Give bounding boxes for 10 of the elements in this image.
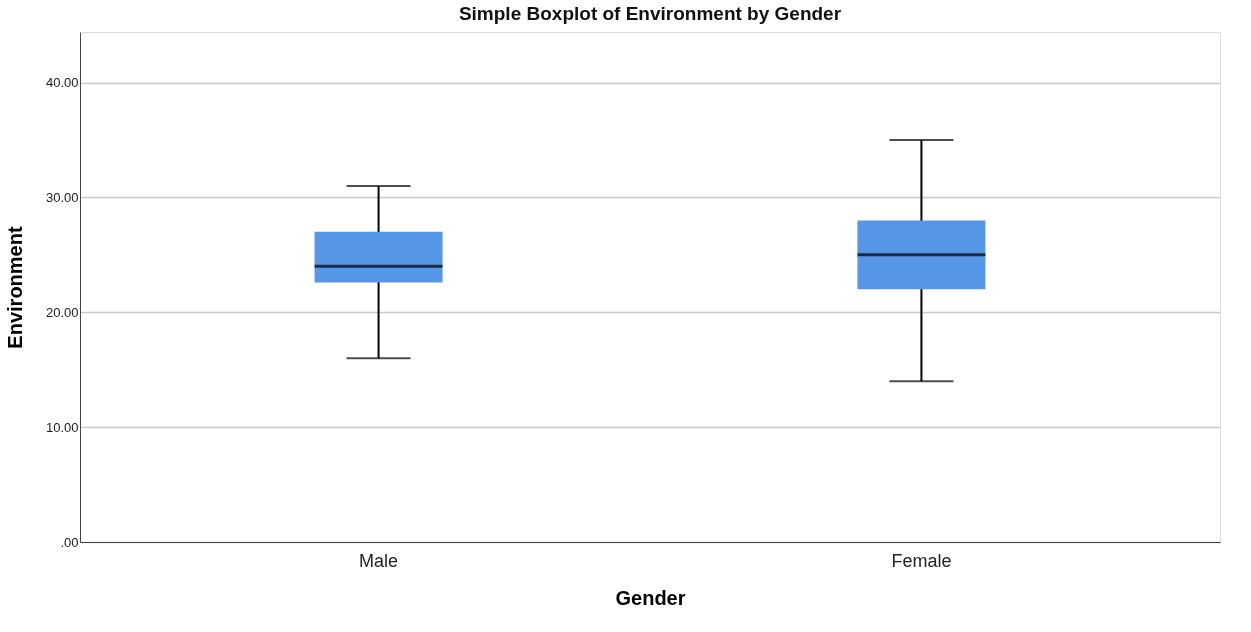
y-tick-label: .00 (60, 534, 79, 550)
y-tick-label: 10.00 (45, 419, 79, 435)
x-tick-label: Female (891, 550, 952, 571)
chart-title: Simple Boxplot of Environment by Gender (458, 3, 842, 24)
x-tick-label: Male (359, 550, 399, 571)
y-tick-label: 20.00 (45, 304, 79, 320)
x-axis-title: Gender (615, 586, 686, 609)
y-axis-title: Environment (3, 226, 26, 349)
y-tick-label: 40.00 (45, 75, 79, 91)
y-tick-label: 30.00 (45, 189, 79, 205)
